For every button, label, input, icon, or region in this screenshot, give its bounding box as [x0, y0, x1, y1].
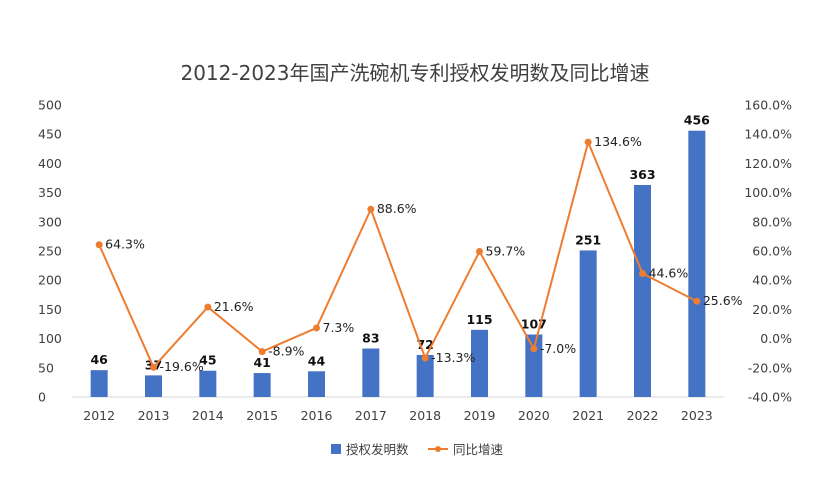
- bar-data-label: 456: [684, 113, 710, 128]
- right-axis-tick-label: -20.0%: [748, 360, 792, 375]
- left-axis-tick-label: 50: [38, 360, 54, 375]
- bar: [362, 348, 380, 397]
- bar-data-label: 46: [90, 352, 108, 367]
- left-axis-tick-label: 200: [38, 273, 62, 288]
- right-axis-tick-label: 100.0%: [744, 185, 792, 200]
- x-axis-tick-label: 2021: [572, 408, 604, 423]
- bar: [90, 370, 108, 397]
- right-axis-tick-label: 60.0%: [752, 244, 792, 259]
- legend: 授权发明数 同比增速: [331, 442, 504, 457]
- bar: [308, 371, 325, 397]
- line-data-label: -8.9%: [268, 344, 304, 359]
- right-axis-tick-label: 140.0%: [744, 127, 792, 142]
- left-axis-tick-label: 400: [38, 156, 62, 171]
- x-axis-tick-label: 2016: [301, 408, 333, 423]
- bar: [525, 334, 543, 397]
- x-axis-tick-label: 2020: [518, 408, 550, 423]
- x-axis-tick-label: 2013: [138, 408, 170, 423]
- line-point: [150, 363, 157, 371]
- right-axis-tick-label: 40.0%: [752, 273, 792, 288]
- line-point: [313, 324, 320, 332]
- line-data-label: -13.3%: [431, 350, 475, 365]
- growth-line: [98, 141, 698, 369]
- right-y-axis: -40.0% -20.0% 0.0% 20.0% 40.0% 60.0% 80.0% 100.…: [744, 98, 792, 405]
- legend-line-label: 同比增速: [453, 442, 504, 457]
- line-data-label: 134.6%: [594, 134, 642, 149]
- right-axis-tick-label: 0.0%: [760, 331, 792, 346]
- line-data-labels: 64.3% -19.6% 21.6% -8.9% 7.3% 88.6% -13.3% 59.7…: [105, 134, 742, 374]
- line-point: [584, 138, 592, 146]
- x-axis-tick-label: 2017: [355, 408, 387, 423]
- left-axis-tick-label: 350: [38, 185, 62, 200]
- left-axis-tick-label: 150: [38, 302, 62, 317]
- left-y-axis: 0 50 100 150 200 250 300 350 400 450 500: [38, 98, 62, 405]
- line-point: [476, 247, 483, 255]
- bar-data-label: 45: [199, 353, 216, 368]
- right-axis-tick-label: 80.0%: [752, 214, 792, 229]
- bar-series: [90, 130, 706, 398]
- line-data-label: 21.6%: [214, 299, 254, 314]
- chart-title: 2012-2023年国产洗碗机专利授权发明数及同比增速: [180, 61, 649, 85]
- bar: [579, 250, 597, 397]
- line-point: [421, 354, 429, 362]
- line-point: [258, 348, 266, 356]
- bar: [688, 130, 706, 398]
- line-data-label: 25.6%: [703, 293, 743, 308]
- line-point: [367, 205, 375, 213]
- x-axis-tick-label: 2023: [681, 408, 713, 423]
- line-data-label: -7.0%: [540, 341, 576, 356]
- bar: [199, 370, 217, 397]
- left-axis-tick-label: 500: [38, 98, 62, 113]
- right-axis-tick-label: -40.0%: [748, 390, 792, 405]
- line-data-label: 64.3%: [105, 237, 145, 252]
- line-data-label: 44.6%: [649, 265, 689, 280]
- bar: [471, 329, 488, 397]
- x-axis-tick-label: 2022: [627, 408, 659, 423]
- left-axis-tick-label: 250: [38, 244, 62, 259]
- line-data-label: -19.6%: [160, 359, 204, 374]
- x-axis-tick-label: 2015: [246, 408, 278, 423]
- line-data-label: 59.7%: [486, 243, 526, 258]
- left-axis-tick-label: 450: [38, 127, 62, 142]
- bar-data-label: 41: [253, 355, 270, 370]
- line-point: [693, 297, 701, 305]
- x-axis-tick-label: 2014: [192, 408, 224, 423]
- bar: [634, 185, 651, 397]
- bar: [416, 354, 434, 397]
- bar-data-label: 251: [575, 232, 601, 247]
- bar: [145, 375, 162, 397]
- left-axis-tick-label: 100: [38, 331, 62, 346]
- legend-bar-swatch: [331, 444, 341, 454]
- x-axis-tick-label: 2012: [83, 408, 115, 423]
- bar-data-label: 44: [308, 353, 326, 368]
- right-axis-tick-label: 160.0%: [744, 98, 792, 113]
- right-axis-tick-label: 120.0%: [744, 156, 792, 171]
- legend-bar-label: 授权发明数: [346, 442, 409, 457]
- line-series: [95, 138, 701, 371]
- bar-data-label: 115: [466, 312, 492, 327]
- line-point: [95, 241, 103, 249]
- left-axis-tick-label: 300: [38, 214, 62, 229]
- left-axis-tick-label: 0: [38, 390, 46, 405]
- bar-data-label: 363: [629, 167, 655, 182]
- x-axis-tick-label: 2019: [464, 408, 496, 423]
- bar-data-label: 107: [521, 317, 547, 332]
- line-point: [204, 303, 212, 311]
- line-data-label: 7.3%: [323, 320, 355, 335]
- line-point: [639, 269, 646, 277]
- line-data-label: 88.6%: [377, 201, 417, 216]
- bar: [253, 373, 271, 397]
- line-point: [530, 345, 538, 353]
- right-axis-tick-label: 20.0%: [752, 302, 792, 317]
- legend-line-marker: [435, 446, 441, 452]
- x-axis: 2012 2013 2014 2015 2016 2017 2018 2019 2020 2021…: [72, 396, 724, 423]
- bar-data-label: 83: [362, 331, 379, 346]
- x-axis-tick-label: 2018: [409, 408, 441, 423]
